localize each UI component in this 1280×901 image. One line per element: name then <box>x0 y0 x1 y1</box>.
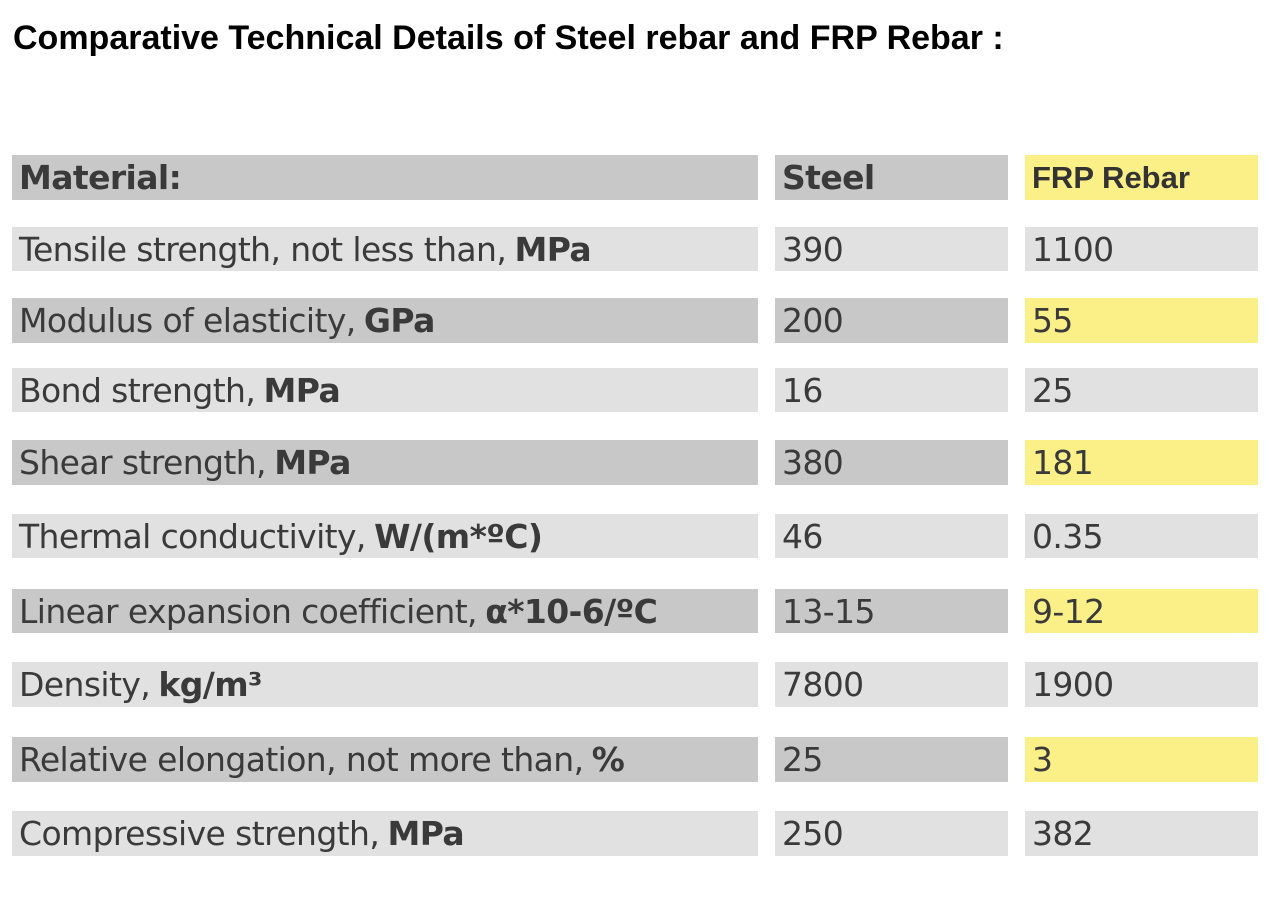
header-frp-rebar: FRP Rebar <box>1025 155 1258 200</box>
row-label-shear-strength: Shear strength, MPa <box>12 440 758 485</box>
unit-text: GPa <box>363 301 435 340</box>
unit-text: MPa <box>263 370 341 410</box>
header-steel: Steel <box>775 155 1008 200</box>
frp-value-thermal-conductivity: 0.35 <box>1025 514 1258 558</box>
steel-value-relative-elongation: 25 <box>775 737 1008 782</box>
header-material: Material: <box>12 155 758 200</box>
row-label-tensile-strength: Tensile strength, not less than, MPa <box>12 227 758 271</box>
row-label-linear-expansion-coefficient: Linear expansion coefficient, α*10-6/ºC <box>12 589 758 633</box>
row-label-density: Density, kg/m³ <box>12 662 758 707</box>
page-title: Comparative Technical Details of Steel r… <box>13 19 1004 57</box>
label-text: Compressive strength, <box>19 814 380 853</box>
frp-value-shear-strength: 181 <box>1025 440 1258 485</box>
unit-text: MPa <box>514 229 592 269</box>
steel-value-bond-strength: 16 <box>775 368 1008 412</box>
steel-value-density: 7800 <box>775 662 1008 707</box>
row-label-thermal-conductivity: Thermal conductivity, W/(m*ºC) <box>12 514 758 558</box>
steel-value-compressive-strength: 250 <box>775 811 1008 856</box>
row-label-modulus-of-elasticity: Modulus of elasticity, GPa <box>12 298 758 343</box>
unit-text: W/(m*ºC) <box>374 516 543 556</box>
row-label-relative-elongation: Relative elongation, not more than,% <box>12 737 758 782</box>
steel-value-modulus-of-elasticity: 200 <box>775 298 1008 343</box>
frp-value-linear-expansion-coefficient: 9-12 <box>1025 589 1258 633</box>
label-text: Linear expansion coefficient, <box>19 591 478 631</box>
row-label-compressive-strength: Compressive strength, MPa <box>12 811 758 856</box>
label-text: Thermal conductivity, <box>19 516 366 556</box>
unit-text: α*10-6/ºC <box>485 591 658 631</box>
label-text: Modulus of elasticity, <box>19 301 356 340</box>
label-text: Tensile strength, not less than, <box>19 229 507 269</box>
frp-value-relative-elongation: 3 <box>1025 737 1258 782</box>
steel-value-thermal-conductivity: 46 <box>775 514 1008 558</box>
label-text: Density, <box>19 665 151 704</box>
unit-text: MPa <box>387 814 465 853</box>
steel-value-tensile-strength: 390 <box>775 227 1008 271</box>
unit-text: kg/m³ <box>158 665 262 704</box>
label-text: Relative elongation, not more than, <box>19 740 584 779</box>
label-text: Shear strength, <box>19 443 267 482</box>
row-label-bond-strength: Bond strength, MPa <box>12 368 758 412</box>
steel-value-linear-expansion-coefficient: 13-15 <box>775 589 1008 633</box>
unit-text: % <box>591 740 625 779</box>
frp-value-bond-strength: 25 <box>1025 368 1258 412</box>
frp-value-density: 1900 <box>1025 662 1258 707</box>
label-text: Bond strength, <box>19 370 256 410</box>
frp-value-compressive-strength: 382 <box>1025 811 1258 856</box>
frp-value-modulus-of-elasticity: 55 <box>1025 298 1258 343</box>
steel-value-shear-strength: 380 <box>775 440 1008 485</box>
frp-value-tensile-strength: 1100 <box>1025 227 1258 271</box>
unit-text: MPa <box>274 443 351 482</box>
